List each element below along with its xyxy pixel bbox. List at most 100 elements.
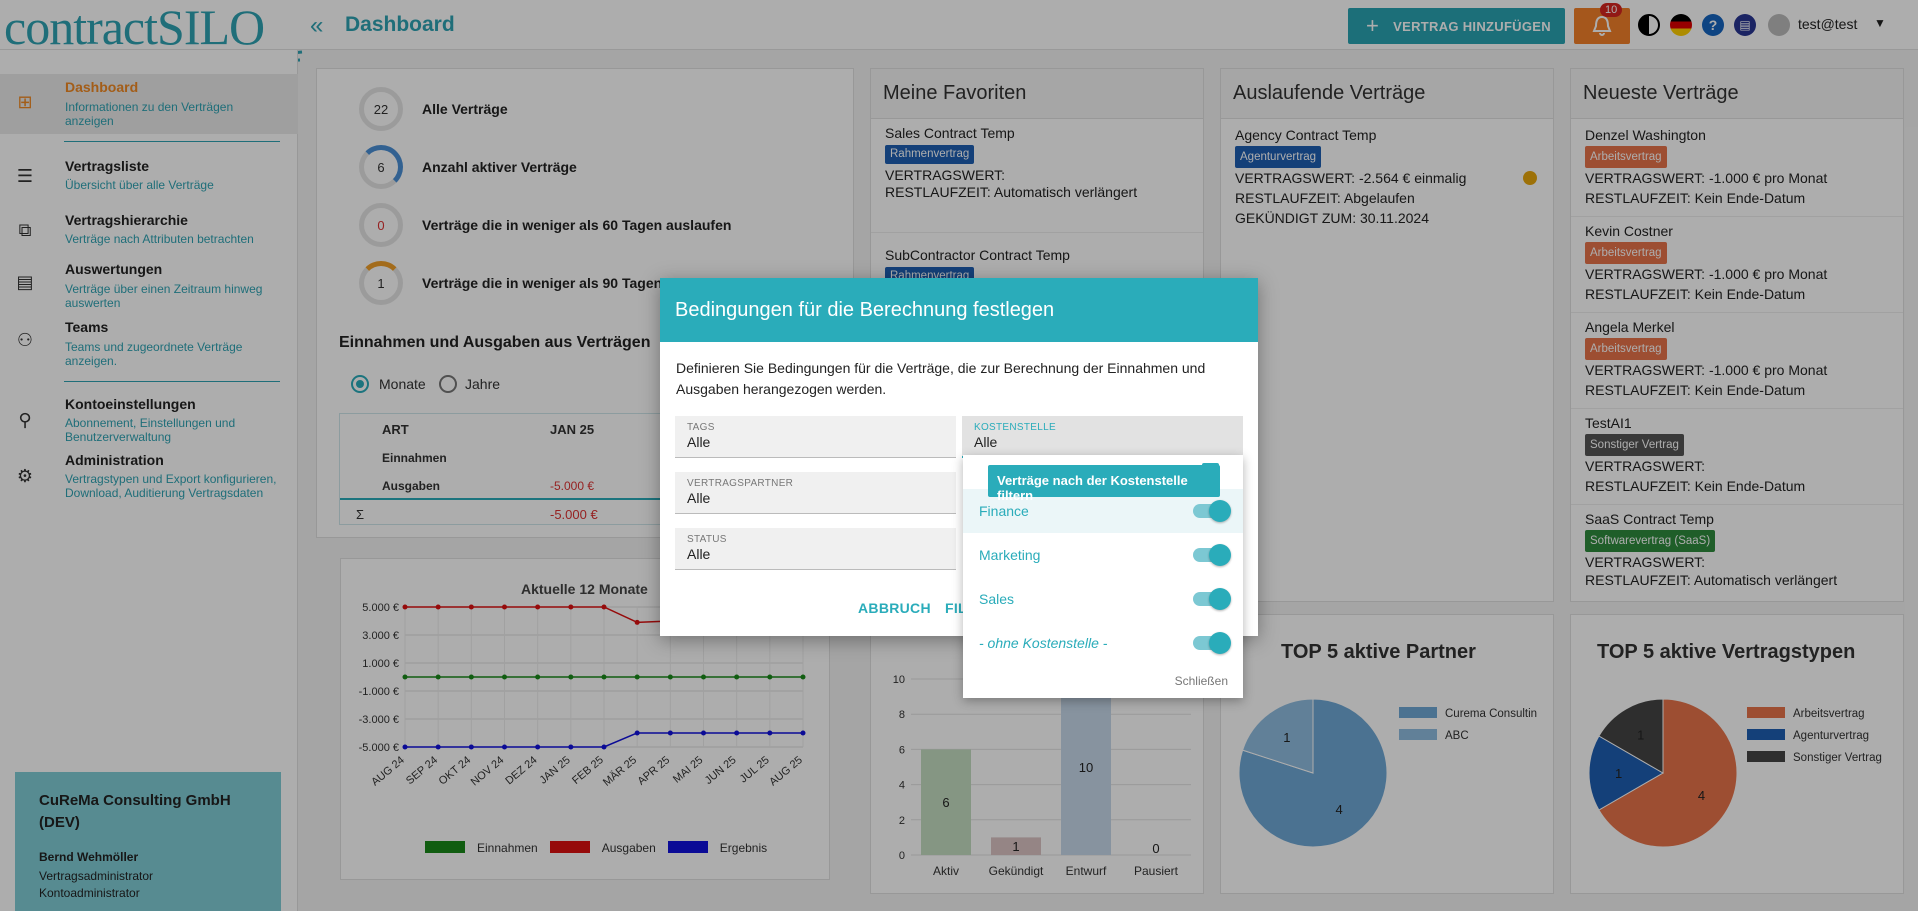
contract-name: Sales Contract Temp [885,125,1015,141]
data-point [468,604,474,610]
list-item[interactable]: Denzel Washington Arbeitsvertrag VERTRAG… [1571,123,1903,217]
dropdown-option[interactable]: Marketing [963,533,1243,577]
contract-value: VERTRAGSWERT: [1585,458,1706,474]
help-icon[interactable]: ? [1702,14,1724,36]
kpi-label[interactable]: Verträge die in weniger als 60 Tagen aus… [422,217,732,233]
option-toggle[interactable] [1193,500,1231,522]
x-tick-label: Aktiv [933,864,959,878]
dropdown-option[interactable]: Sales [963,577,1243,621]
sidebar-item-vertragshierarchie[interactable]: ⧉ Vertragshierarchie Verträge nach Attri… [0,208,298,254]
user-name[interactable]: test@test [1798,16,1858,32]
kpi-label[interactable]: Verträge die in weniger als 90 Tagen aus… [422,275,732,291]
contract-value: VERTRAGSWERT: -2.564 € einmalig [1235,170,1467,186]
data-point [667,730,673,736]
list-item[interactable]: Kevin Costner Arbeitsvertrag VERTRAGSWER… [1571,219,1903,313]
option-toggle[interactable] [1193,632,1231,654]
data-point [502,744,507,750]
sum-value: -5.000 € [550,507,598,522]
table-row-label: Einnahmen [382,451,447,465]
sidebar-item-desc: Verträge nach Attributen betrachten [65,232,254,246]
contract-partner-field[interactable]: VERTRAGSPARTNER Alle [675,472,956,514]
bar-value-label: 1 [1012,839,1019,854]
radio-months-label[interactable]: Monate [379,376,426,392]
option-label: Sales [979,591,1015,607]
sidebar-item-administration[interactable]: ⚙ Administration Vertragstypen und Expor… [0,450,298,508]
legend-label: Sonstiger Vertrag [1793,752,1882,764]
collapse-sidebar-icon[interactable]: « [310,12,324,39]
company-user-name: Bernd Wehmöller [39,850,139,864]
y-tick-label: 8 [899,709,905,721]
logo[interactable]: contractSILO [4,0,303,72]
sidebar-item-kontoeinstellungen[interactable]: ⚲ Kontoeinstellungen Abonnement, Einstel… [0,392,298,450]
contract-value: VERTRAGSWERT: -1.000 € pro Monat [1585,170,1828,186]
contract-type-badge: Softwarevertrag (SaaS) [1585,530,1716,552]
legend-swatch [425,841,465,853]
field-label: KOSTENSTELLE [974,422,1056,433]
user-avatar-icon[interactable] [1768,14,1790,36]
list-item[interactable]: Sales Contract Temp Rahmenvertrag VERTRA… [871,123,1203,233]
field-value: Alle [687,434,711,450]
y-tick-label: 10 [893,674,905,686]
y-tick-label: 1.000 € [362,658,399,670]
sidebar-item-auswertungen[interactable]: ▤ Auswertungen Verträge über einen Zeitr… [0,256,298,314]
data-point [800,730,806,736]
data-point [634,730,640,736]
finance-title: Einnahmen und Ausgaben aus Verträgen [339,334,651,351]
manual-book-icon[interactable]: ▤ [1734,14,1756,36]
data-point [568,674,574,680]
sidebar-item-label: Auswertungen [65,261,163,277]
contract-remaining: RESTLAUFZEIT: Automatisch verlängert [885,184,1138,200]
types-pie-chart: 4 1 1 Arbeitsvertrag Agenturvertrag Sonstiger… [1588,698,1882,848]
kpi-label[interactable]: Anzahl aktiver Verträge [422,159,577,175]
y-tick-label: -5.000 € [359,742,399,754]
logo-text: contractSILO [4,0,265,55]
data-point [435,604,441,610]
option-toggle[interactable] [1193,588,1231,610]
radio-years-label[interactable]: Jahre [465,376,501,392]
sidebar-item-vertragsliste[interactable]: ☰ Vertragsliste Übersicht über alle Vert… [0,154,298,200]
contract-value: VERTRAGSWERT: -1.000 € pro Monat [1585,266,1828,282]
sidebar-item-teams[interactable]: ⚇ Teams Teams und zugeordnete Verträge a… [0,314,298,372]
field-value: Alle [974,434,998,450]
newest-card: Neueste Verträge Denzel Washington Arbei… [1570,68,1904,602]
legend-swatch [667,841,708,853]
add-contract-button[interactable]: + VERTRAG HINZUFÜGEN [1348,8,1565,44]
list-item[interactable]: Angela Merkel Arbeitsvertrag VERTRAGSWER… [1571,315,1903,409]
kpi-label[interactable]: Alle Verträge [422,101,508,117]
contract-name: SaaS Contract Temp [1585,511,1714,527]
list-item[interactable]: TestAI1 Sonstiger Vertrag VERTRAGSWERT: … [1571,411,1903,505]
chart-legend: Einnahmen Ausgaben Ergebnis [425,841,767,855]
sidebar-divider [64,381,280,382]
tags-field[interactable]: TAGS Alle [675,416,956,458]
filter-button[interactable]: FIL [945,600,967,616]
radio-months[interactable] [351,375,369,393]
radio-years[interactable] [439,375,457,393]
data-point [634,619,640,625]
data-point [502,604,507,610]
status-field[interactable]: STATUS Alle [675,528,956,570]
hierarchy-icon: ⧉ [18,220,32,240]
cost-center-field[interactable]: KOSTENSTELLE Alle [962,416,1243,458]
contrast-toggle-icon[interactable] [1638,14,1660,36]
slice-value-label: 4 [1698,788,1705,803]
close-dropdown-button[interactable]: Schließen [1174,674,1228,688]
data-point [402,604,408,610]
data-point [402,674,408,680]
contract-name: Denzel Washington [1585,127,1706,143]
cancel-button[interactable]: ABBRUCH [858,600,931,616]
german-flag-icon[interactable] [1670,14,1692,36]
sidebar-item-dashboard[interactable]: ⊞ Dashboard Informationen zu den Verträg… [0,74,298,134]
list-item[interactable]: Agency Contract Temp Agenturvertrag VERT… [1221,123,1553,233]
legend-swatch [1399,729,1437,740]
data-point [601,604,607,610]
option-toggle[interactable] [1193,544,1231,566]
legend-label: Curema Consultin [1445,708,1537,720]
chevron-down-icon[interactable]: ▼ [1874,16,1886,30]
kpi-circle: 1 [359,261,403,305]
sum-symbol: Σ [356,507,365,522]
legend-label: ABC [1445,730,1469,742]
option-label: Marketing [979,547,1041,563]
contract-remaining: RESTLAUFZEIT: Kein Ende-Datum [1585,382,1806,398]
list-item[interactable]: SaaS Contract Temp Softwarevertrag (SaaS… [1571,507,1903,601]
dropdown-option[interactable]: - ohne Kostenstelle - [963,621,1243,665]
